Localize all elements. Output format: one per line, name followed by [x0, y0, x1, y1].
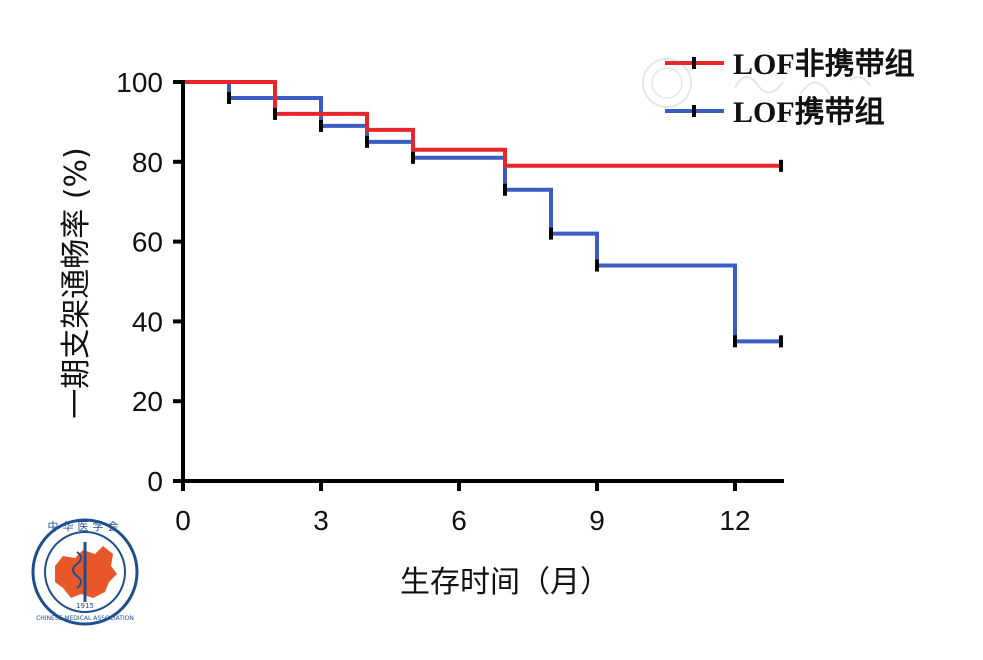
x-tick-label: 9	[589, 505, 605, 536]
x-ticks: 0 3 6 9 12	[175, 481, 751, 536]
y-ticks: 0 20 40 60 80 100	[116, 67, 183, 497]
legend-label-1: LOF携带组	[733, 95, 885, 129]
x-tick-label: 12	[719, 505, 750, 536]
y-tick-label: 60	[132, 227, 163, 258]
y-tick-label: 40	[132, 306, 163, 337]
series-line-1	[183, 80, 781, 344]
x-axis-label: 生存时间（月）	[400, 565, 610, 600]
watermark-seal-icon	[642, 58, 871, 108]
legend: LOF非携带组 LOF携带组	[665, 47, 915, 129]
y-tick-label: 100	[116, 67, 163, 98]
y-tick-label: 0	[147, 466, 163, 497]
plot-area	[183, 80, 783, 348]
x-tick-label: 0	[175, 505, 191, 536]
legend-label-0: LOF非携带组	[733, 47, 915, 81]
chinese-medical-association-logo: 中华医学会 CHINESE MEDICAL ASSOCIATION 1915	[31, 518, 139, 626]
logo-text-bottom: CHINESE MEDICAL ASSOCIATION	[36, 615, 134, 622]
logo-text-top: 中华医学会	[48, 519, 123, 533]
y-tick-label: 80	[132, 147, 163, 178]
y-axis-label: 一期支架通畅率 (%)	[59, 147, 94, 418]
y-tick-label: 20	[132, 386, 163, 417]
x-tick-label: 3	[313, 505, 329, 536]
logo-year: 1915	[76, 602, 94, 610]
x-tick-label: 6	[451, 505, 467, 536]
axes	[181, 80, 784, 483]
series-line-0	[183, 80, 781, 168]
